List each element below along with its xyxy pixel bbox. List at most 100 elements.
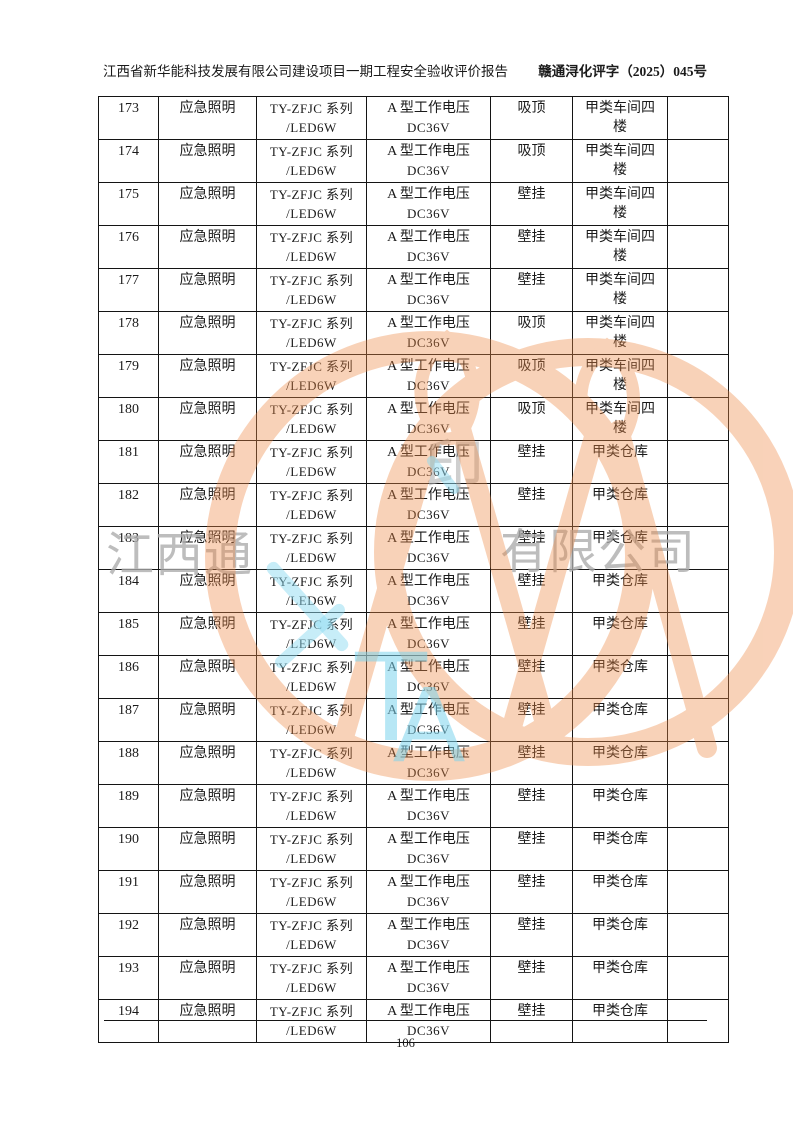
cell-equipment-name: 应急照明 [158,182,257,226]
cell-mount-type: 壁挂 [490,526,573,570]
cell-location: 甲类仓库 [572,913,668,957]
cell-model: TY-ZFJC 系列/LED6W [256,526,367,570]
cell-location: 甲类仓库 [572,569,668,613]
cell-mount-type: 壁挂 [490,655,573,699]
cell-remark [667,397,729,441]
header-report-title: 江西省新华能科技发展有限公司建设项目一期工程安全验收评价报告 [103,64,508,79]
table-row: 188 应急照明 TY-ZFJC 系列/LED6W A 型工作电压 DC36V 壁… [98,741,729,785]
cell-location: 甲类仓库 [572,698,668,742]
cell-working-voltage: A 型工作电压 DC36V [366,268,491,312]
cell-remark [667,956,729,1000]
cell-equipment-name: 应急照明 [158,139,257,183]
cell-location: 甲类车间四楼 [572,311,668,355]
cell-mount-type: 壁挂 [490,440,573,484]
cell-serial-number: 177 [98,268,159,312]
table-row: 178 应急照明 TY-ZFJC 系列/LED6W A 型工作电压 DC36V 吸… [98,311,729,355]
table-row: 191 应急照明 TY-ZFJC 系列/LED6W A 型工作电压 DC36V 壁… [98,870,729,914]
table-row: 173 应急照明 TY-ZFJC 系列/LED6W A 型工作电压 DC36V 吸… [98,96,729,140]
cell-remark [667,870,729,914]
cell-serial-number: 181 [98,440,159,484]
cell-serial-number: 194 [98,999,159,1043]
cell-remark [667,655,729,699]
cell-model: TY-ZFJC 系列/LED6W [256,397,367,441]
cell-location: 甲类车间四楼 [572,182,668,226]
cell-remark [667,526,729,570]
cell-location: 甲类仓库 [572,655,668,699]
header-document-number: 赣通浔化评字（2025）045号 [538,64,707,79]
cell-serial-number: 178 [98,311,159,355]
cell-location: 甲类车间四楼 [572,354,668,398]
cell-serial-number: 192 [98,913,159,957]
cell-mount-type: 吸顶 [490,311,573,355]
cell-remark [667,827,729,871]
cell-serial-number: 180 [98,397,159,441]
cell-model: TY-ZFJC 系列/LED6W [256,440,367,484]
cell-location: 甲类仓库 [572,612,668,656]
cell-serial-number: 189 [98,784,159,828]
cell-mount-type: 壁挂 [490,784,573,828]
table-row: 184 应急照明 TY-ZFJC 系列/LED6W A 型工作电压 DC36V 壁… [98,569,729,613]
table-row: 174 应急照明 TY-ZFJC 系列/LED6W A 型工作电压 DC36V 吸… [98,139,729,183]
table-row: 179 应急照明 TY-ZFJC 系列/LED6W A 型工作电压 DC36V 吸… [98,354,729,398]
cell-mount-type: 壁挂 [490,612,573,656]
cell-location: 甲类车间四楼 [572,397,668,441]
cell-location: 甲类仓库 [572,483,668,527]
cell-mount-type: 壁挂 [490,268,573,312]
cell-model: TY-ZFJC 系列/LED6W [256,311,367,355]
cell-working-voltage: A 型工作电压 DC36V [366,698,491,742]
cell-equipment-name: 应急照明 [158,741,257,785]
cell-serial-number: 185 [98,612,159,656]
table-row: 189 应急照明 TY-ZFJC 系列/LED6W A 型工作电压 DC36V 壁… [98,784,729,828]
cell-remark [667,311,729,355]
cell-remark [667,440,729,484]
page-header: 江西省新华能科技发展有限公司建设项目一期工程安全验收评价报告 赣通浔化评字（20… [103,60,707,80]
cell-remark [667,612,729,656]
table-row: 176 应急照明 TY-ZFJC 系列/LED6W A 型工作电压 DC36V 壁… [98,225,729,269]
table-row: 194 应急照明 TY-ZFJC 系列/LED6W A 型工作电压 DC36V 壁… [98,999,729,1043]
equipment-table: 173 应急照明 TY-ZFJC 系列/LED6W A 型工作电压 DC36V 吸… [98,96,729,1043]
cell-model: TY-ZFJC 系列/LED6W [256,268,367,312]
cell-remark [667,913,729,957]
table-row: 180 应急照明 TY-ZFJC 系列/LED6W A 型工作电压 DC36V 吸… [98,397,729,441]
cell-equipment-name: 应急照明 [158,698,257,742]
cell-serial-number: 176 [98,225,159,269]
table-row: 187 应急照明 TY-ZFJC 系列/LED6W A 型工作电压 DC36V 壁… [98,698,729,742]
cell-working-voltage: A 型工作电压 DC36V [366,999,491,1043]
cell-model: TY-ZFJC 系列/LED6W [256,956,367,1000]
cell-mount-type: 吸顶 [490,397,573,441]
cell-equipment-name: 应急照明 [158,913,257,957]
cell-remark [667,569,729,613]
table-row: 190 应急照明 TY-ZFJC 系列/LED6W A 型工作电压 DC36V 壁… [98,827,729,871]
cell-equipment-name: 应急照明 [158,225,257,269]
cell-mount-type: 壁挂 [490,999,573,1043]
cell-equipment-name: 应急照明 [158,870,257,914]
equipment-table-body: 173 应急照明 TY-ZFJC 系列/LED6W A 型工作电压 DC36V 吸… [98,96,729,1043]
cell-model: TY-ZFJC 系列/LED6W [256,655,367,699]
cell-working-voltage: A 型工作电压 DC36V [366,397,491,441]
cell-equipment-name: 应急照明 [158,483,257,527]
cell-mount-type: 壁挂 [490,741,573,785]
cell-location: 甲类仓库 [572,784,668,828]
table-row: 186 应急照明 TY-ZFJC 系列/LED6W A 型工作电压 DC36V 壁… [98,655,729,699]
cell-equipment-name: 应急照明 [158,655,257,699]
cell-mount-type: 壁挂 [490,182,573,226]
cell-equipment-name: 应急照明 [158,397,257,441]
cell-model: TY-ZFJC 系列/LED6W [256,569,367,613]
cell-model: TY-ZFJC 系列/LED6W [256,827,367,871]
cell-equipment-name: 应急照明 [158,354,257,398]
cell-serial-number: 190 [98,827,159,871]
cell-serial-number: 183 [98,526,159,570]
cell-equipment-name: 应急照明 [158,827,257,871]
table-row: 177 应急照明 TY-ZFJC 系列/LED6W A 型工作电压 DC36V 壁… [98,268,729,312]
cell-equipment-name: 应急照明 [158,956,257,1000]
cell-remark [667,698,729,742]
cell-equipment-name: 应急照明 [158,440,257,484]
cell-equipment-name: 应急照明 [158,784,257,828]
cell-serial-number: 174 [98,139,159,183]
cell-remark [667,139,729,183]
cell-serial-number: 193 [98,956,159,1000]
cell-working-voltage: A 型工作电压 DC36V [366,311,491,355]
cell-model: TY-ZFJC 系列/LED6W [256,999,367,1043]
cell-equipment-name: 应急照明 [158,96,257,140]
